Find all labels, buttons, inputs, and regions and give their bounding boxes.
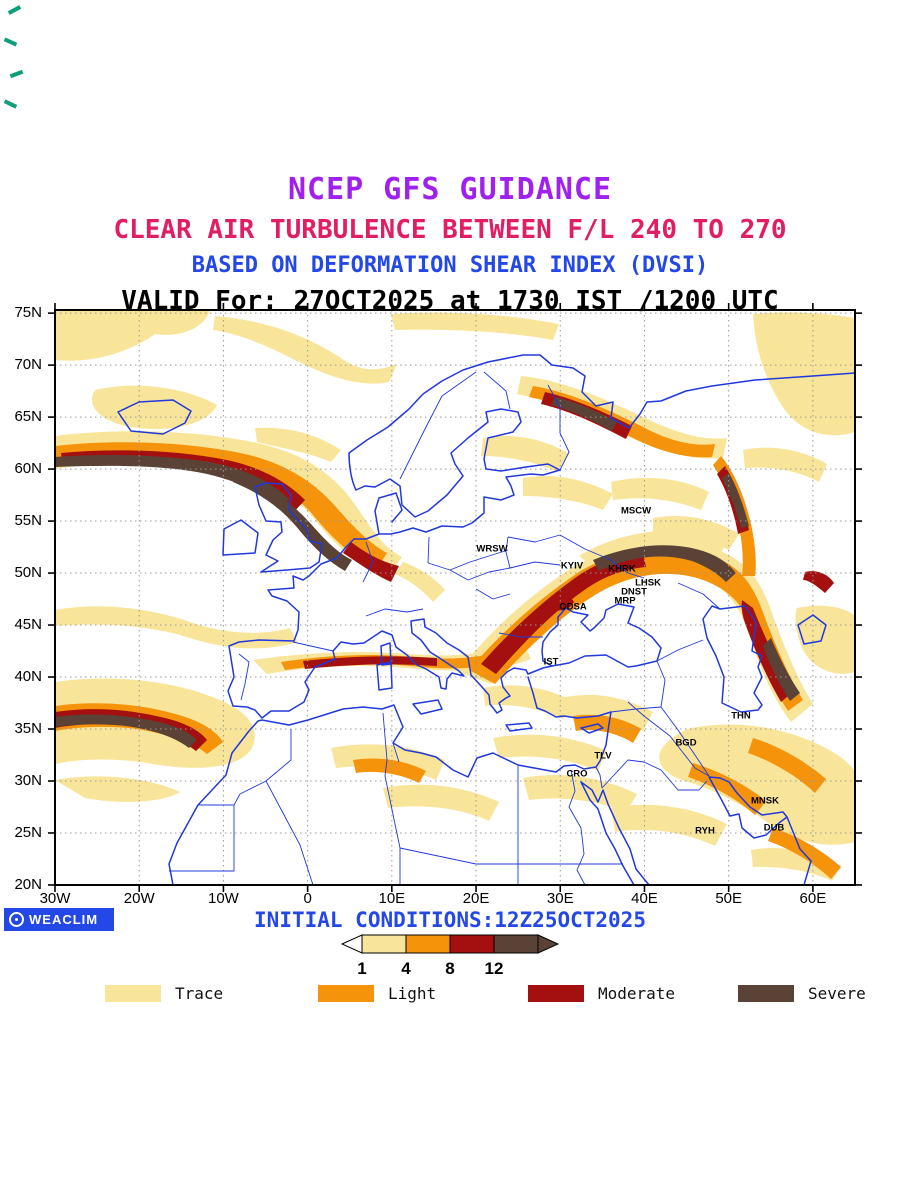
lon-label-50e: 50E bbox=[715, 890, 743, 907]
lon-label-20w: 20W bbox=[123, 890, 155, 907]
legend-swatch-trace bbox=[105, 985, 161, 1002]
map-area bbox=[45, 300, 865, 895]
lon-label-60e: 60E bbox=[799, 890, 827, 907]
lat-label-40n: 40N bbox=[14, 668, 42, 685]
colorbar-value: 8 bbox=[445, 959, 454, 978]
weaclim-logo: WEACLIM bbox=[4, 908, 114, 931]
lat-label-20n: 20N bbox=[14, 875, 42, 893]
legend-label: Severe bbox=[808, 984, 866, 1003]
lat-label-45n: 45N bbox=[14, 616, 42, 634]
page-title: NCEP GFS GUIDANCE bbox=[287, 172, 613, 207]
axis-ticks bbox=[48, 303, 862, 892]
legend-item-light: Light bbox=[318, 984, 436, 1003]
subtitle-method: BASED ON DEFORMATION SHEAR INDEX (DVSI) bbox=[191, 253, 709, 278]
weaclim-icon bbox=[9, 912, 24, 927]
lat-label-25n: 25N bbox=[14, 823, 42, 841]
longitude-axis-labels: 30W 20W 10W 0 10E 20E 30E 40E 50E 60E bbox=[0, 890, 900, 908]
lon-label-40e: 40E bbox=[631, 890, 658, 907]
coastline-layer bbox=[117, 354, 855, 885]
legend-item-severe: Severe bbox=[738, 984, 866, 1003]
lat-label-55n: 55N bbox=[14, 512, 42, 530]
subtitle-product: CLEAR AIR TURBULENCE BETWEEN F/L 240 TO … bbox=[113, 215, 787, 245]
lon-label-30e: 30E bbox=[546, 890, 574, 907]
grid-layer bbox=[55, 310, 855, 885]
map-frame bbox=[54, 309, 856, 886]
lon-label-10e: 10E bbox=[378, 890, 406, 907]
legend-swatch-moderate bbox=[528, 985, 584, 1002]
lat-label-75n: 75N bbox=[14, 304, 42, 322]
lat-label-70n: 70N bbox=[14, 356, 42, 374]
lon-label-10w: 10W bbox=[207, 890, 239, 907]
lon-label-20e: 20E bbox=[462, 890, 490, 907]
colorbar-right-arrow bbox=[537, 934, 560, 954]
legend-swatch-light bbox=[318, 985, 374, 1002]
legend-item-trace: Trace bbox=[105, 984, 223, 1003]
lat-label-50n: 50N bbox=[14, 564, 42, 582]
colorbar-value: 12 bbox=[485, 959, 504, 978]
colorbar-cell-trace bbox=[361, 934, 407, 954]
coastline-islands bbox=[117, 399, 604, 734]
legend-swatch-severe bbox=[738, 985, 794, 1002]
latitude-axis-labels: 75N 70N 65N 60N 55N 50N 45N 40N 35N 30N 25N 20N bbox=[0, 0, 45, 900]
weaclim-logo-text: WEACLIM bbox=[29, 912, 99, 927]
lon-label-0: 0 bbox=[303, 890, 312, 907]
legend-item-moderate: Moderate bbox=[528, 984, 675, 1003]
colorbar-cell-severe bbox=[493, 934, 539, 954]
lon-label-30w: 30W bbox=[39, 890, 71, 907]
lat-label-30n: 30N bbox=[14, 771, 42, 789]
colorbar-scale: 1 4 8 12 bbox=[340, 934, 560, 978]
legend-label: Light bbox=[388, 984, 437, 1003]
colorbar-value: 4 bbox=[401, 959, 411, 978]
lat-label-35n: 35N bbox=[14, 720, 42, 737]
colorbar-left-arrow bbox=[340, 934, 363, 954]
colorbar-cell-moderate bbox=[449, 934, 495, 954]
lat-label-60n: 60N bbox=[14, 460, 42, 478]
initial-conditions: INITIAL CONDITIONS:12Z25OCT2025 bbox=[254, 908, 646, 932]
legend: Trace Light Moderate Severe bbox=[0, 984, 900, 1006]
colorbar-value: 1 bbox=[357, 959, 366, 978]
turbulence-map bbox=[48, 303, 862, 892]
lat-label-65n: 65N bbox=[14, 408, 42, 426]
colorbar: 1 4 8 12 bbox=[340, 934, 560, 982]
country-borders bbox=[169, 371, 721, 885]
legend-label: Trace bbox=[175, 984, 224, 1003]
colorbar-cell-light bbox=[405, 934, 451, 954]
title-block: NCEP GFS GUIDANCE CLEAR AIR TURBULENCE B… bbox=[0, 172, 900, 316]
rivers bbox=[568, 701, 710, 885]
legend-label: Moderate bbox=[598, 984, 676, 1003]
coastline-mainland bbox=[168, 354, 855, 885]
